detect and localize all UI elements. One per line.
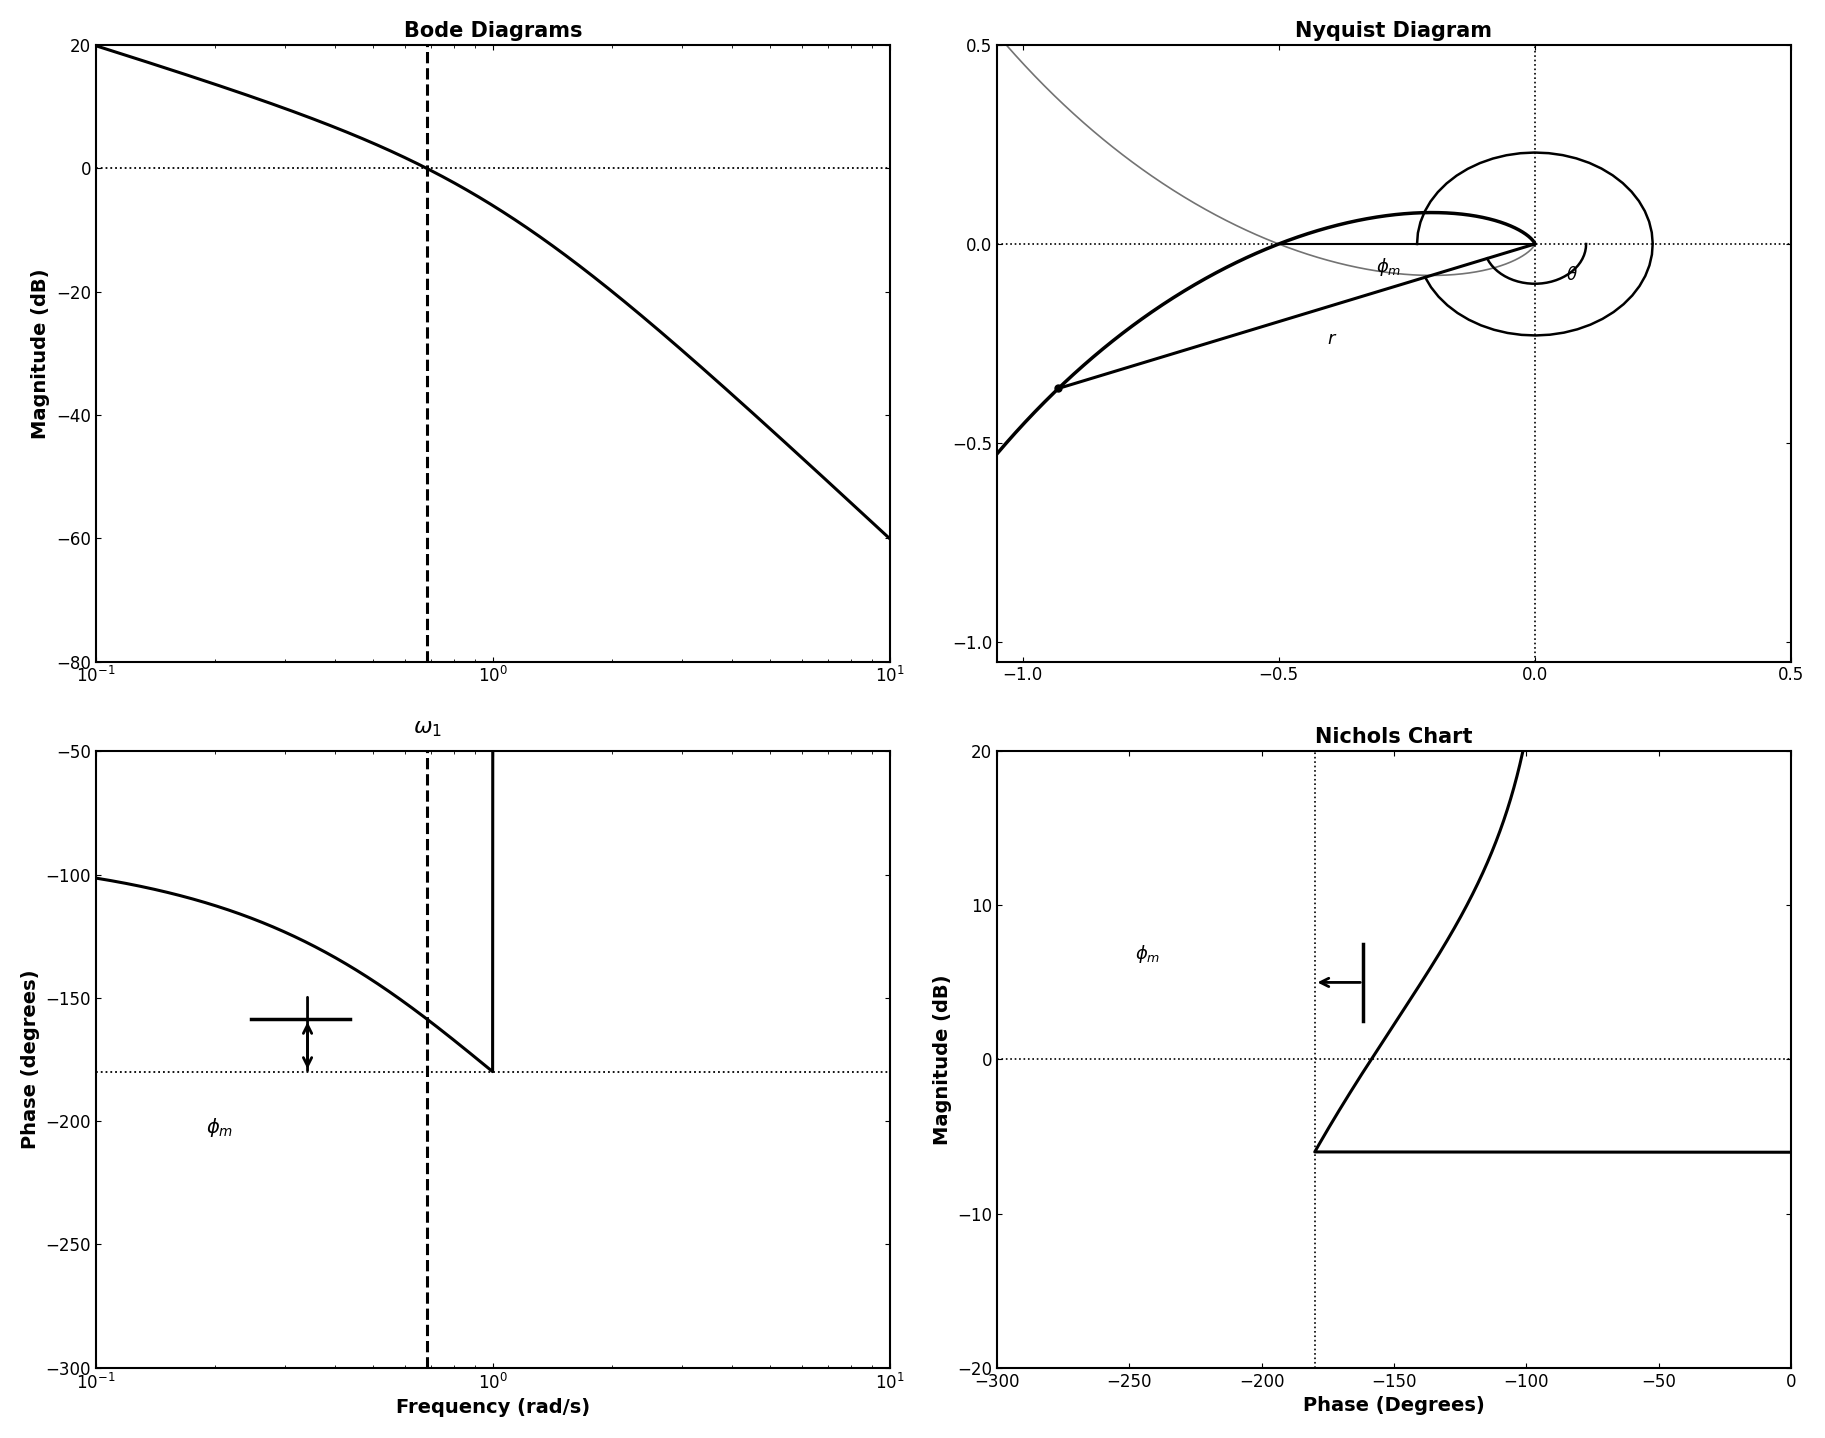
- Title: Nyquist Diagram: Nyquist Diagram: [1296, 20, 1493, 40]
- Text: $r$: $r$: [1327, 331, 1338, 348]
- X-axis label: Frequency (rad/s): Frequency (rad/s): [396, 1398, 589, 1418]
- Title: Nichols Chart: Nichols Chart: [1316, 728, 1473, 746]
- Y-axis label: Magnitude (dB): Magnitude (dB): [933, 974, 951, 1145]
- X-axis label: Phase (Degrees): Phase (Degrees): [1303, 1396, 1486, 1415]
- Text: $\phi_m$: $\phi_m$: [1376, 256, 1402, 278]
- Text: $\phi_m$: $\phi_m$: [206, 1116, 234, 1139]
- Title: Bode Diagrams: Bode Diagrams: [403, 20, 582, 40]
- Y-axis label: Phase (degrees): Phase (degrees): [20, 969, 40, 1149]
- Text: $\theta$: $\theta$: [1566, 266, 1577, 283]
- Text: $\omega_1$: $\omega_1$: [412, 719, 442, 739]
- Y-axis label: Magnitude (dB): Magnitude (dB): [31, 267, 51, 439]
- Text: $\phi_m$: $\phi_m$: [1135, 943, 1161, 965]
